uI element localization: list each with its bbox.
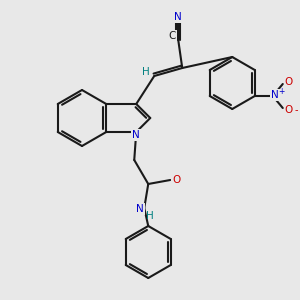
- Text: +: +: [279, 88, 285, 97]
- Text: O: O: [172, 175, 180, 185]
- Text: O: O: [285, 105, 293, 115]
- Text: N: N: [132, 130, 140, 140]
- Text: C: C: [169, 31, 176, 41]
- Text: H: H: [142, 67, 150, 77]
- Text: H: H: [146, 211, 154, 221]
- Text: N: N: [271, 90, 279, 100]
- Text: -: -: [295, 105, 298, 115]
- Text: N: N: [136, 204, 144, 214]
- Text: N: N: [174, 12, 182, 22]
- Text: O: O: [285, 77, 293, 87]
